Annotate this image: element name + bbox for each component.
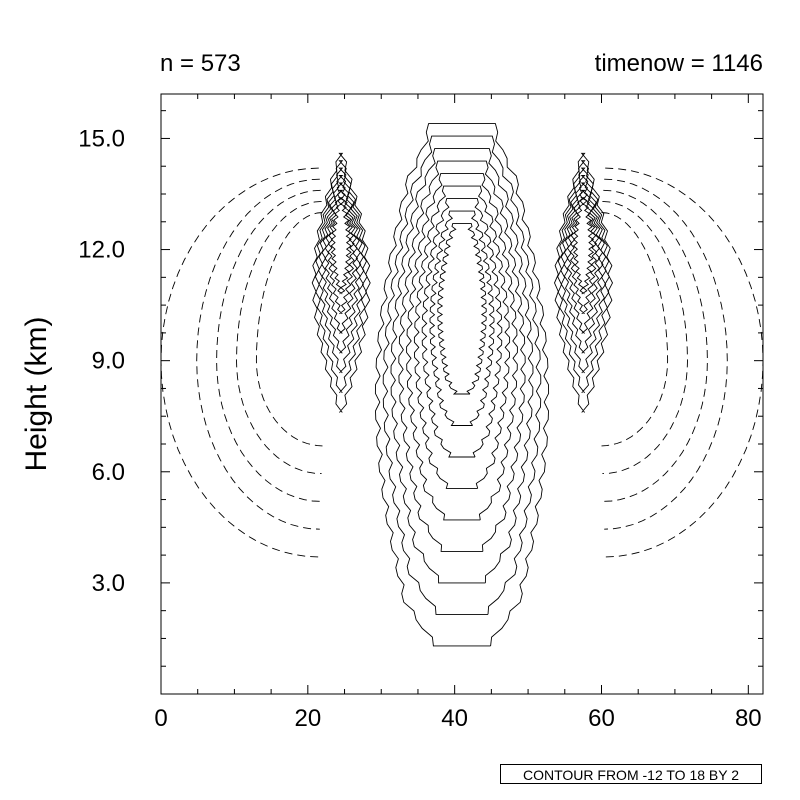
axis-ticks [160,94,763,694]
contour-negative-0-3 [236,200,322,475]
contour-tower-0-3 [321,175,362,354]
contour-negative-0-1 [196,178,320,530]
contour-tower-1-4 [566,182,601,334]
y-tick-label: 12.0 [78,237,125,264]
contour-positive-8 [437,223,487,395]
contour-tower-1-0 [554,152,614,413]
contour-tower-0-5 [327,189,355,315]
x-tick-label: 40 [441,705,468,732]
contour-tower-1-2 [560,167,607,374]
plot-frame [160,93,764,695]
contour-tower-1-1 [557,160,610,394]
contour-info-label: CONTOUR FROM -12 TO 18 BY 2 [500,764,762,784]
x-tick-label: 60 [588,705,615,732]
y-tick-label: 6.0 [92,459,125,486]
contour-positive-3 [398,160,526,552]
contour-negative-0-2 [216,189,321,502]
x-tick-label: 80 [735,705,762,732]
right-string: timenow = 1146 [594,50,763,77]
contour-positive-6 [421,198,503,458]
contour-tower-0-6 [330,197,352,295]
contour-tower-1-5 [569,189,598,315]
contour-positive-0 [374,123,550,647]
contour-negative-1-2 [603,189,708,502]
contour-tower-0-4 [324,182,359,334]
contour-positive-1 [382,135,542,615]
contour-negative-1-1 [604,178,728,530]
contour-positive-4 [406,173,518,521]
y-tick-label: 9.0 [92,348,125,375]
contour-lines [160,123,764,647]
x-tick-label: 0 [154,705,167,732]
contour-positive-7 [429,210,495,426]
contour-positive-5 [413,185,511,489]
contour-tower-0-0 [311,152,371,413]
contour-tower-1-3 [563,175,604,354]
contour-negative-0-4 [255,212,323,447]
left-string: n = 573 [160,50,241,77]
y-tick-label: 15.0 [78,125,125,152]
contour-positive-2 [390,148,534,584]
x-tick-label: 20 [294,705,321,732]
contour-tower-0-1 [314,160,368,394]
contour-negative-1-4 [601,212,669,447]
tick-labels: 0 20 40 60 80 3.0 6.0 9.0 12.0 15.0 [78,125,761,732]
contour-tower-0-2 [318,167,365,374]
contour-tower-1-6 [572,197,595,295]
contour-negative-1-3 [602,200,688,475]
y-axis-label: Height (km) [20,316,53,471]
y-tick-label: 3.0 [92,570,125,597]
